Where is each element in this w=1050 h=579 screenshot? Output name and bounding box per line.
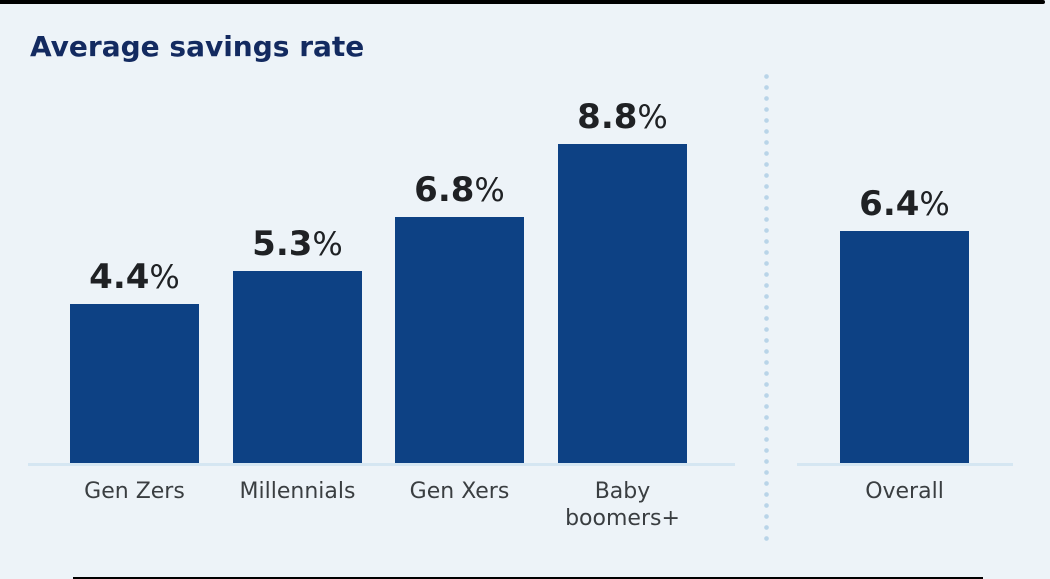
bar-category-label-baby-boomers: Baby boomers+	[565, 479, 680, 531]
bar-value-label-gen-zers: 4.4%	[53, 260, 216, 294]
bar-value-label-gen-xers: 6.8%	[378, 173, 541, 207]
bar-value-number: 6.8	[414, 170, 475, 210]
top-border	[0, 0, 1045, 4]
bar-category-label-gen-zers: Gen Zers	[84, 479, 185, 504]
bar-gen-xers	[395, 217, 524, 463]
bar-gen-zers	[70, 304, 199, 463]
bar-baby-boomers	[558, 144, 687, 463]
bar-value-percent-sign: %	[149, 258, 180, 296]
bar-value-number: 6.4	[859, 184, 920, 224]
bottom-border	[73, 577, 983, 579]
dotted-divider	[764, 71, 769, 541]
bar-value-label-millennials: 5.3%	[216, 227, 379, 261]
chart-title: Average savings rate	[30, 30, 365, 63]
bar-category-label-overall: Overall	[865, 479, 944, 504]
bar-value-percent-sign: %	[474, 171, 505, 209]
bar-value-percent-sign: %	[312, 225, 343, 263]
bar-value-number: 8.8	[577, 97, 638, 137]
bar-value-percent-sign: %	[919, 185, 950, 223]
bar-value-label-overall: 6.4%	[823, 187, 986, 221]
bar-value-percent-sign: %	[637, 98, 668, 136]
bar-category-label-gen-xers: Gen Xers	[409, 479, 510, 504]
bar-overall	[840, 231, 969, 463]
axis-baseline-generations	[28, 463, 735, 466]
bar-value-number: 5.3	[252, 224, 313, 264]
bar-category-label-millennials: Millennials	[239, 479, 356, 504]
bar-value-number: 4.4	[89, 257, 150, 297]
bar-value-label-baby-boomers: 8.8%	[541, 100, 704, 134]
bar-millennials	[233, 271, 362, 463]
axis-baseline-overall	[797, 463, 1013, 466]
